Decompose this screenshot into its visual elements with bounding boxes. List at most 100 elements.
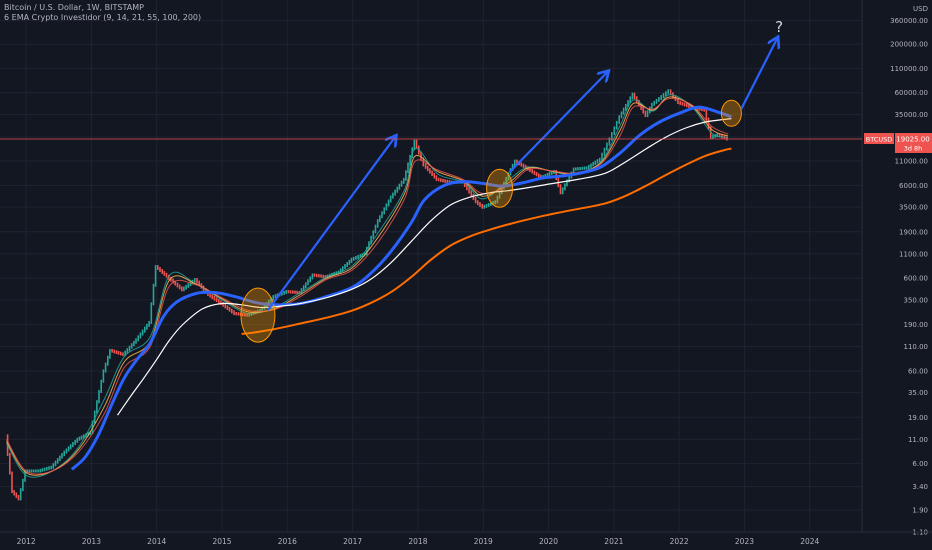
y-tick-label: 1900.00 (899, 228, 928, 236)
price-candle (374, 224, 377, 234)
price-candle (120, 351, 122, 356)
price-candle (635, 96, 638, 103)
y-tick-label: 110000.00 (890, 65, 928, 73)
price-candle (111, 348, 113, 353)
price-candle (413, 139, 416, 151)
price-candle (213, 296, 216, 301)
price-candle (538, 173, 540, 178)
price-candle (572, 167, 575, 175)
price-candle (181, 286, 183, 292)
price-candle (259, 308, 261, 313)
price-candle (577, 167, 579, 171)
price-candle (89, 431, 92, 436)
y-tick-label: 6000.00 (899, 182, 928, 190)
y-tick-label: 1100.00 (899, 250, 928, 258)
price-candle (658, 97, 660, 102)
price-candle (342, 266, 344, 272)
price-candle (54, 460, 57, 467)
price-candle (483, 204, 486, 209)
chart-title[interactable]: Bitcoin / U.S. Dollar, 1W, BITSTAMP (4, 3, 144, 12)
price-candle (13, 490, 15, 496)
indicator-label[interactable]: 6 EMA Crypto Investidor (9, 14, 21, 55, … (4, 13, 202, 22)
price-candle (381, 211, 383, 219)
price-candle (446, 179, 449, 184)
highlight-ellipse (486, 168, 514, 208)
price-candle (315, 273, 318, 278)
price-candle (43, 467, 46, 472)
price-candle (104, 362, 107, 373)
price-candle (194, 278, 196, 283)
price-candle (76, 437, 79, 443)
price-candle (37, 469, 39, 473)
price-candle (568, 175, 570, 183)
price-candle (511, 163, 514, 172)
price-candle (370, 235, 372, 245)
price-candle (642, 106, 644, 114)
price-candle (665, 91, 667, 97)
price-candle (100, 379, 102, 393)
price-candle (109, 348, 111, 359)
price-candle (522, 163, 525, 168)
price-candle (520, 162, 523, 167)
price-candle (583, 166, 586, 170)
price-candle (165, 272, 168, 278)
x-tick-label: 2023 (735, 537, 754, 546)
price-candle (638, 99, 640, 107)
price-candle (479, 202, 481, 207)
price-candle (606, 142, 608, 151)
ema-line-ema-55 (70, 105, 732, 471)
price-candle (718, 133, 721, 138)
x-tick-label: 2014 (147, 537, 166, 546)
price-candle (662, 93, 665, 98)
price-candle (26, 469, 28, 473)
price-candle (699, 107, 701, 111)
price-candle (35, 469, 37, 473)
price-candle (575, 167, 577, 171)
price-candle (622, 107, 625, 115)
price-candle (496, 195, 499, 204)
price-candle (566, 179, 568, 187)
price-candle (52, 463, 55, 469)
price-candle (309, 276, 311, 283)
trend-arrow (508, 72, 607, 174)
highlight-ellipse (720, 99, 742, 127)
x-tick-label: 2021 (604, 537, 623, 546)
price-candle (298, 290, 301, 295)
price-candle (78, 436, 81, 441)
price-candle (187, 283, 190, 288)
price-candle (524, 164, 527, 170)
highlight-ellipse (240, 287, 276, 343)
price-candle (320, 274, 322, 278)
price-candle (183, 286, 185, 292)
price-candle (235, 312, 237, 316)
price-candle (115, 350, 118, 354)
price-candle (176, 282, 179, 288)
x-tick-label: 2019 (474, 537, 493, 546)
price-candle (548, 172, 551, 176)
x-tick-label: 2020 (539, 537, 558, 546)
grid (0, 0, 862, 533)
price-candle (209, 293, 211, 298)
x-tick-label: 2013 (82, 537, 101, 546)
price-candle (248, 312, 250, 317)
price-candle (357, 255, 359, 259)
price-candle (531, 169, 533, 174)
price-candle (420, 151, 422, 161)
price-candle (440, 178, 442, 182)
price-candle (268, 299, 270, 305)
price-candle (651, 102, 653, 110)
price-candle (272, 295, 274, 301)
price-candle (405, 170, 407, 181)
price-candle (426, 165, 429, 172)
price-candle (128, 345, 131, 352)
price-candle (28, 469, 31, 473)
y-tick-label: 600.00 (904, 275, 929, 283)
price-candle (376, 219, 379, 228)
price-candle (448, 180, 451, 184)
price-candle (387, 199, 390, 207)
price-candle (396, 186, 399, 193)
price-candle (24, 469, 26, 482)
price-candle (72, 442, 74, 448)
price-candle (487, 203, 490, 207)
